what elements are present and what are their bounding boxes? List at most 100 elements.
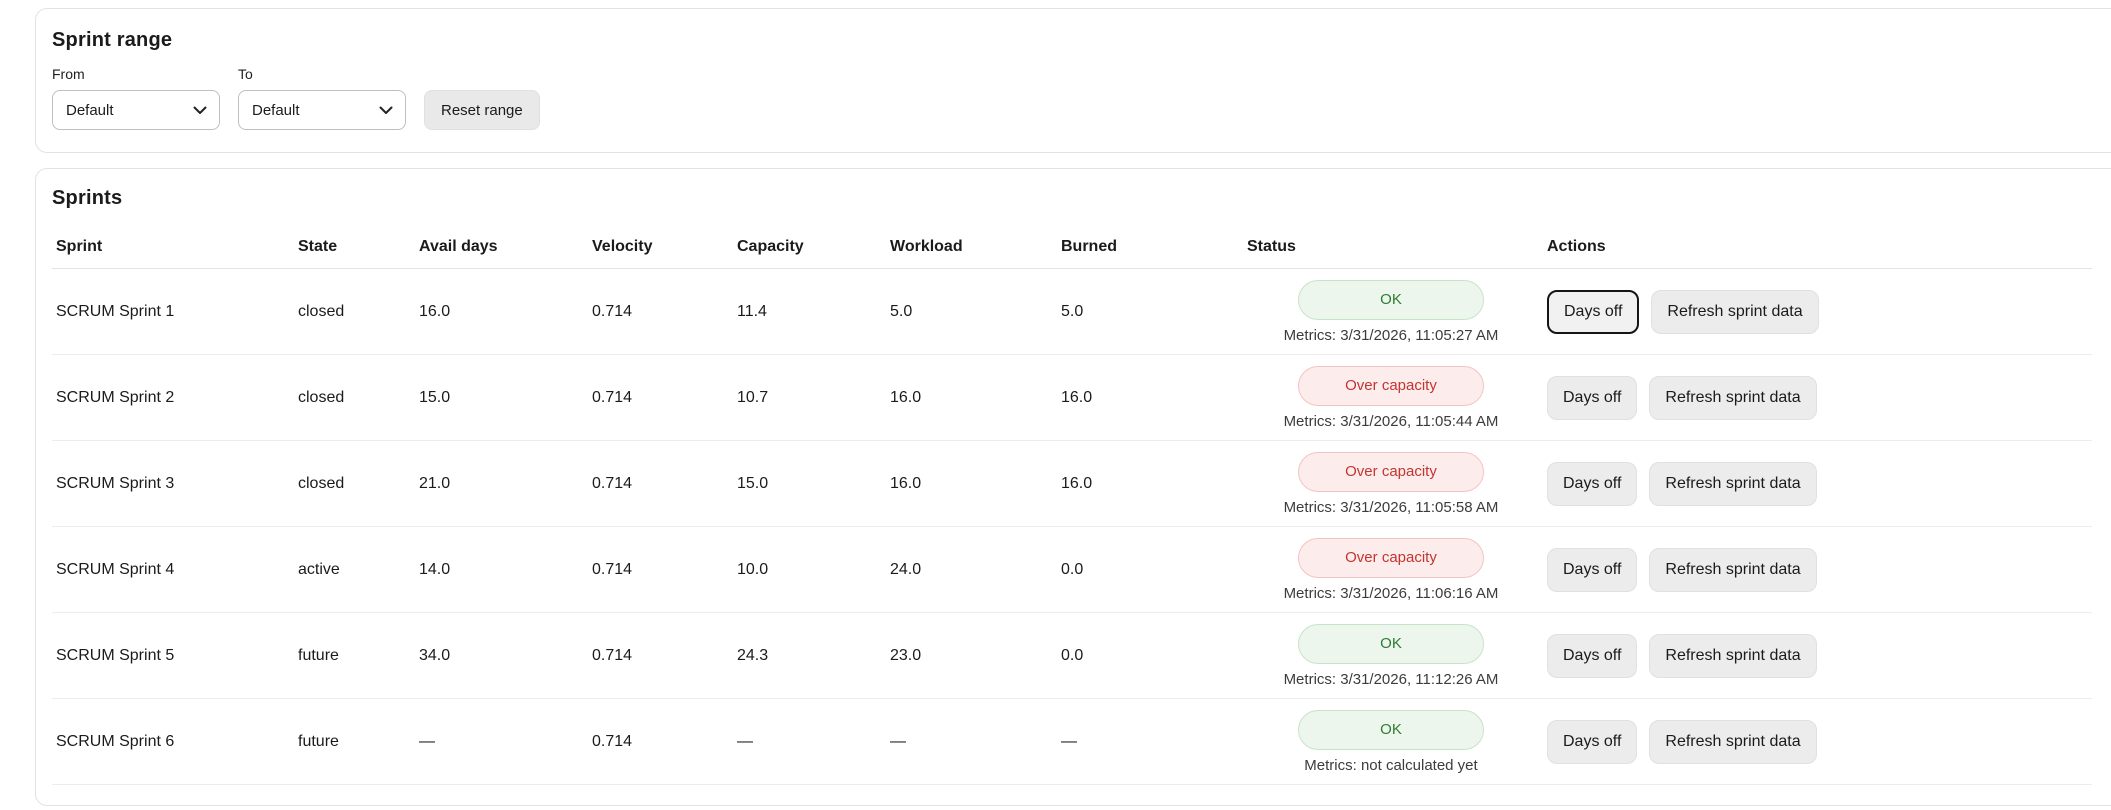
col-header-capacity: Capacity xyxy=(733,226,886,269)
velocity-cell: 0.714 xyxy=(592,732,633,750)
from-select-value: Default xyxy=(66,101,114,119)
days-off-button[interactable]: Days off xyxy=(1547,547,1638,592)
avail-days-cell: 21.0 xyxy=(419,474,451,492)
burned-cell: — xyxy=(1061,732,1077,750)
avail-days-cell: 16.0 xyxy=(419,302,451,320)
from-select[interactable]: Default xyxy=(52,90,220,130)
capacity-cell: 10.0 xyxy=(737,560,769,578)
sprint-name-cell: SCRUM Sprint 5 xyxy=(56,646,175,664)
table-row: SCRUM Sprint 5 future 34.0 0.714 24.3 23… xyxy=(52,613,2092,699)
sprints-title: Sprints xyxy=(52,187,123,209)
status-cell: Over capacity Metrics: 3/31/2026, 11:05:… xyxy=(1247,365,1535,430)
capacity-cell: 10.7 xyxy=(737,388,769,406)
velocity-cell: 0.714 xyxy=(592,474,633,492)
capacity-cell: 15.0 xyxy=(737,474,769,492)
workload-cell: 23.0 xyxy=(890,646,922,664)
sprint-name-cell: SCRUM Sprint 3 xyxy=(56,474,175,492)
avail-days-cell: — xyxy=(419,732,435,750)
reset-range-button[interactable]: Reset range xyxy=(424,90,540,130)
refresh-sprint-data-button[interactable]: Refresh sprint data xyxy=(1649,719,1817,764)
metrics-text: Metrics: 3/31/2026, 11:12:26 AM xyxy=(1283,670,1499,688)
col-header-velocity: Velocity xyxy=(588,226,733,269)
refresh-sprint-data-button[interactable]: Refresh sprint data xyxy=(1649,633,1817,678)
sprints-table: Sprint State Avail days Velocity Capacit… xyxy=(52,226,2092,785)
from-label: From xyxy=(52,66,85,82)
status-badge: Over capacity xyxy=(1298,365,1484,406)
actions-cell: Days off Refresh sprint data xyxy=(1547,633,2084,678)
refresh-sprint-data-button[interactable]: Refresh sprint data xyxy=(1649,547,1817,592)
state-cell: closed xyxy=(298,474,345,492)
velocity-cell: 0.714 xyxy=(592,646,633,664)
sprint-name-cell: SCRUM Sprint 1 xyxy=(56,302,175,320)
workload-cell: 24.0 xyxy=(890,560,922,578)
state-cell: future xyxy=(298,646,339,664)
refresh-sprint-data-button[interactable]: Refresh sprint data xyxy=(1651,289,1819,334)
status-cell: Over capacity Metrics: 3/31/2026, 11:06:… xyxy=(1247,537,1535,602)
status-cell: OK Metrics: 3/31/2026, 11:05:27 AM xyxy=(1247,279,1535,344)
state-cell: active xyxy=(298,560,340,578)
sprint-name-cell: SCRUM Sprint 6 xyxy=(56,732,175,750)
burned-cell: 16.0 xyxy=(1061,388,1093,406)
chevron-down-icon xyxy=(379,106,393,115)
metrics-text: Metrics: 3/31/2026, 11:06:16 AM xyxy=(1283,584,1499,602)
to-field: To Default xyxy=(238,66,406,130)
col-header-workload: Workload xyxy=(886,226,1057,269)
col-header-sprint: Sprint xyxy=(52,226,294,269)
sprint-range-title: Sprint range xyxy=(52,29,173,51)
status-cell: OK Metrics: not calculated yet xyxy=(1247,709,1535,774)
capacity-cell: 11.4 xyxy=(737,302,767,320)
from-field: From Default xyxy=(52,66,220,130)
workload-cell: — xyxy=(890,732,906,750)
velocity-cell: 0.714 xyxy=(592,560,633,578)
status-badge: OK xyxy=(1298,279,1484,320)
col-header-state: State xyxy=(294,226,415,269)
actions-cell: Days off Refresh sprint data xyxy=(1547,289,2084,334)
col-header-burned: Burned xyxy=(1057,226,1243,269)
table-row: SCRUM Sprint 1 closed 16.0 0.714 11.4 5.… xyxy=(52,269,2092,355)
state-cell: closed xyxy=(298,388,345,406)
sprint-name-cell: SCRUM Sprint 4 xyxy=(56,560,175,578)
status-cell: OK Metrics: 3/31/2026, 11:12:26 AM xyxy=(1247,623,1535,688)
metrics-text: Metrics: not calculated yet xyxy=(1304,756,1478,774)
chevron-down-icon xyxy=(193,106,207,115)
days-off-button[interactable]: Days off xyxy=(1547,461,1638,506)
status-badge: OK xyxy=(1298,623,1484,664)
refresh-sprint-data-button[interactable]: Refresh sprint data xyxy=(1649,461,1817,506)
days-off-button[interactable]: Days off xyxy=(1547,289,1640,334)
status-badge: Over capacity xyxy=(1298,451,1484,492)
table-row: SCRUM Sprint 4 active 14.0 0.714 10.0 24… xyxy=(52,527,2092,613)
days-off-button[interactable]: Days off xyxy=(1547,375,1638,420)
table-row: SCRUM Sprint 2 closed 15.0 0.714 10.7 16… xyxy=(52,355,2092,441)
table-row: SCRUM Sprint 3 closed 21.0 0.714 15.0 16… xyxy=(52,441,2092,527)
velocity-cell: 0.714 xyxy=(592,302,633,320)
capacity-cell: — xyxy=(737,732,753,750)
days-off-button[interactable]: Days off xyxy=(1547,633,1638,678)
burned-cell: 5.0 xyxy=(1061,302,1084,320)
burned-cell: 16.0 xyxy=(1061,474,1093,492)
state-cell: future xyxy=(298,732,339,750)
status-badge: Over capacity xyxy=(1298,537,1484,578)
sprints-card: Sprints Sprint State Avail days Velocity… xyxy=(35,168,2111,806)
avail-days-cell: 15.0 xyxy=(419,388,451,406)
refresh-sprint-data-button[interactable]: Refresh sprint data xyxy=(1649,375,1817,420)
to-select[interactable]: Default xyxy=(238,90,406,130)
workload-cell: 16.0 xyxy=(890,388,922,406)
actions-cell: Days off Refresh sprint data xyxy=(1547,719,2084,764)
col-header-status: Status xyxy=(1243,226,1543,269)
capacity-cell: 24.3 xyxy=(737,646,769,664)
workload-cell: 5.0 xyxy=(890,302,913,320)
days-off-button[interactable]: Days off xyxy=(1547,719,1638,764)
actions-cell: Days off Refresh sprint data xyxy=(1547,547,2084,592)
sprint-range-card: Sprint range From Default To Default xyxy=(35,8,2111,153)
burned-cell: 0.0 xyxy=(1061,560,1084,578)
sprint-range-controls: From Default To Default Reset range xyxy=(52,66,2111,130)
metrics-text: Metrics: 3/31/2026, 11:05:58 AM xyxy=(1283,498,1499,516)
state-cell: closed xyxy=(298,302,345,320)
actions-cell: Days off Refresh sprint data xyxy=(1547,375,2084,420)
col-header-avail-days: Avail days xyxy=(415,226,588,269)
status-badge: OK xyxy=(1298,709,1484,750)
sprint-name-cell: SCRUM Sprint 2 xyxy=(56,388,175,406)
to-select-value: Default xyxy=(252,101,300,119)
metrics-text: Metrics: 3/31/2026, 11:05:27 AM xyxy=(1283,326,1499,344)
